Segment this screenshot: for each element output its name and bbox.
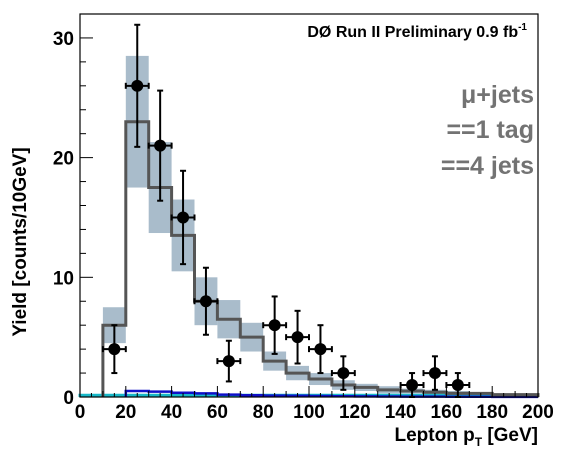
x-tick-label: 140 — [385, 402, 417, 423]
x-tick-label: 200 — [522, 402, 554, 423]
annotation-channel: μ+jets — [461, 81, 534, 109]
data-point — [131, 79, 144, 92]
x-tick-label: 40 — [161, 402, 182, 423]
data-point — [406, 379, 419, 392]
data-point — [291, 331, 304, 344]
x-tick-label: 20 — [115, 402, 136, 423]
chart-title-main: DØ Run II Preliminary 0.9 fb — [307, 24, 518, 41]
data-point — [428, 367, 441, 380]
x-tick-label: 60 — [207, 402, 228, 423]
data-point — [108, 343, 121, 356]
data-point — [199, 295, 212, 308]
data-points-layer — [101, 23, 471, 398]
y-tick-label: 20 — [53, 149, 74, 170]
x-tick-label: 120 — [339, 402, 371, 423]
y-tick-label: 0 — [63, 388, 74, 409]
x-tick-label: 80 — [253, 402, 274, 423]
x-tick-label: 180 — [476, 402, 508, 423]
x-tick-label: 160 — [431, 402, 463, 423]
annotation-tag: ==1 tag — [446, 116, 534, 144]
y-tick-label: 30 — [53, 29, 74, 50]
annotation-jets: ==4 jets — [441, 152, 534, 180]
data-point — [451, 379, 464, 392]
data-point — [268, 319, 281, 332]
chart-title: DØ Run II Preliminary 0.9 fb-1 — [307, 22, 527, 41]
x-tick-label: 0 — [75, 402, 86, 423]
data-point — [337, 367, 350, 380]
tick-labels-layer: 0 20 40 60 80 100 120 140 160 180 200 0 10 20 30 — [53, 29, 554, 423]
tick-marks-layer — [79, 13, 539, 398]
y-tick-label: 10 — [53, 268, 74, 289]
data-point — [222, 355, 235, 368]
y-axis-label: Yield [counts/10GeV] — [10, 147, 31, 336]
chart-title-superscript: -1 — [518, 22, 527, 33]
x-tick-label: 100 — [293, 402, 325, 423]
x-axis-label-subscript: T — [475, 435, 483, 449]
data-point — [314, 343, 327, 356]
data-point — [154, 139, 167, 152]
data-point — [177, 211, 190, 224]
x-axis-label: Lepton pT [GeV] — [395, 425, 539, 449]
x-axis-label-main: Lepton p — [395, 425, 475, 446]
x-axis-label-unit: [GeV] — [482, 425, 538, 446]
